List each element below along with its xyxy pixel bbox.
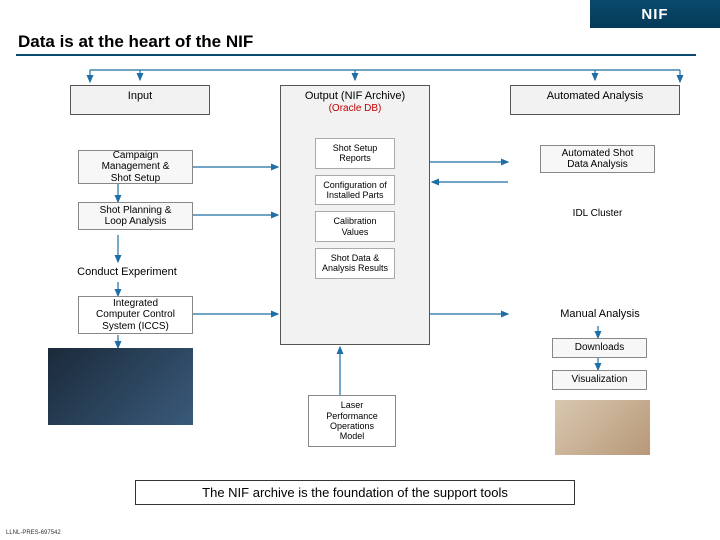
label-manual-analysis: Manual Analysis	[530, 304, 670, 324]
box-iccs: Integrated Computer Control System (ICCS…	[78, 296, 193, 334]
box-downloads: Downloads	[552, 338, 647, 358]
slide: NIF Data is at the heart of the NIF	[0, 0, 720, 540]
box-shot-data-results: Shot Data & Analysis Results	[315, 248, 395, 279]
conclusion-box: The NIF archive is the foundation of the…	[135, 480, 575, 505]
col-output-subtitle: (Oracle DB)	[329, 103, 382, 114]
col-analysis-header: Automated Analysis	[510, 85, 680, 115]
box-auto-shot-analysis: Automated Shot Data Analysis	[540, 145, 655, 173]
col-output-title: Output (NIF Archive) (Oracle DB)	[281, 86, 429, 116]
brand-badge: NIF	[590, 0, 720, 28]
box-shot-setup-reports: Shot Setup Reports	[315, 138, 395, 169]
col-output: Output (NIF Archive) (Oracle DB) Shot Se…	[280, 85, 430, 345]
brand-text: NIF	[641, 6, 668, 23]
title-rule	[16, 54, 696, 56]
page-title: Data is at the heart of the NIF	[18, 32, 253, 52]
box-idl-cluster: IDL Cluster	[540, 205, 655, 223]
box-calibration: Calibration Values	[315, 211, 395, 242]
footer-id: LLNL-PRES-697542	[6, 530, 61, 536]
box-visualization: Visualization	[552, 370, 647, 390]
label-conduct-experiment: Conduct Experiment	[52, 262, 202, 282]
box-campaign: Campaign Management & Shot Setup	[78, 150, 193, 184]
photo-hand-screen	[555, 400, 650, 455]
col-input-header: Input	[70, 85, 210, 115]
box-shot-planning: Shot Planning & Loop Analysis	[78, 202, 193, 230]
box-lpom: Laser Performance Operations Model	[308, 395, 396, 447]
col-input-title: Input	[71, 86, 209, 104]
box-config-parts: Configuration of Installed Parts	[315, 175, 395, 206]
photo-control-room	[48, 348, 193, 425]
col-analysis-title: Automated Analysis	[511, 86, 679, 104]
